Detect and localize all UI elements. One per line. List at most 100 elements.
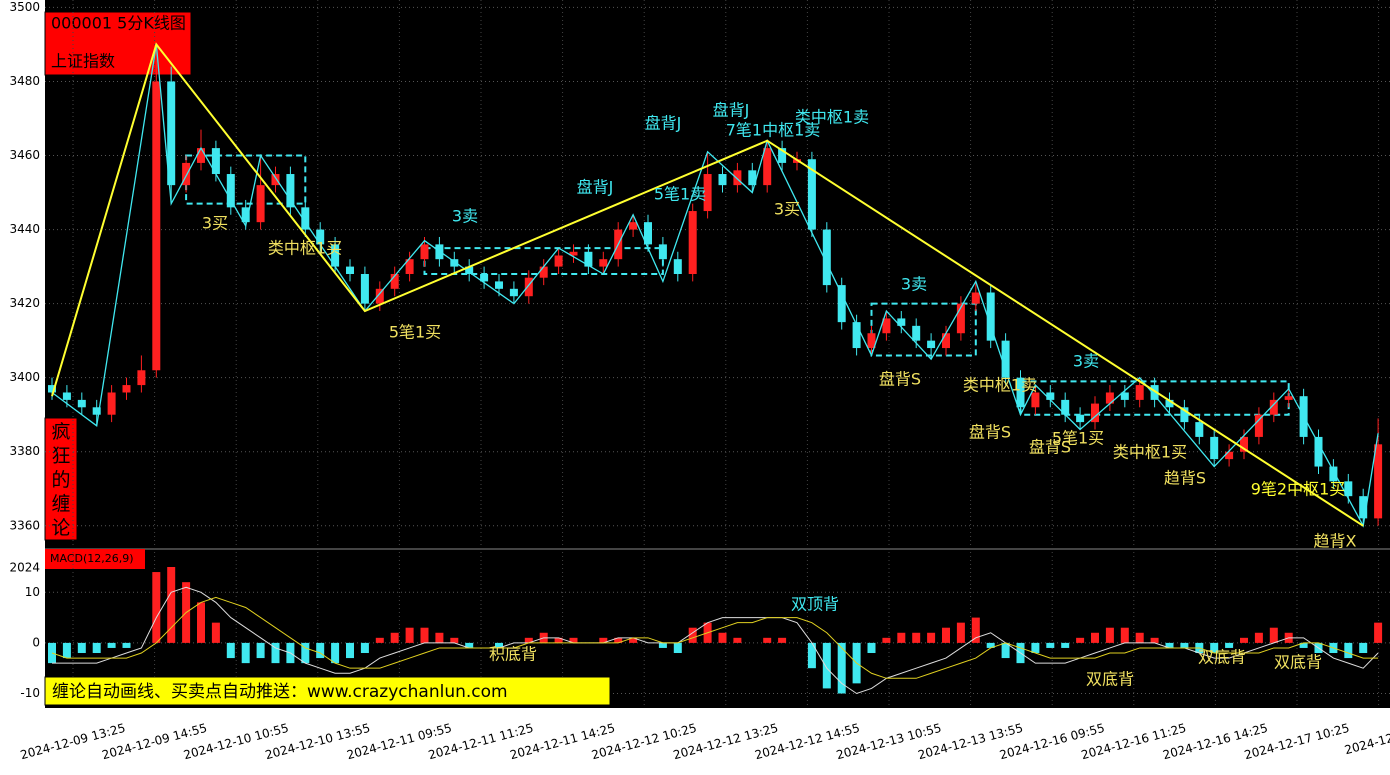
macd-bar [897, 632, 906, 643]
candle-body [360, 274, 369, 304]
macd-bar [1150, 637, 1159, 643]
candle-body [688, 211, 697, 274]
macd-bar [1240, 637, 1248, 643]
candle-body [92, 407, 101, 415]
macd-bar [226, 642, 235, 659]
macd-bar [1046, 642, 1055, 648]
candle-body [465, 266, 474, 274]
candle-body [122, 385, 131, 393]
macd-bar [658, 642, 667, 648]
candle-body [644, 222, 652, 245]
macd-bar [986, 642, 995, 648]
candle-body [301, 207, 310, 230]
candle-body [1359, 496, 1368, 519]
macd-annotation: 双顶背 [791, 595, 839, 614]
candle-body [807, 159, 816, 230]
macd-bar [92, 642, 101, 654]
macd-bar [331, 642, 340, 664]
candle-body [241, 207, 250, 223]
candle-body [1269, 399, 1278, 415]
title-box [44, 11, 192, 76]
macd-bar [688, 627, 697, 643]
candle-body [912, 325, 921, 341]
y-tick-label: -10 [20, 686, 40, 700]
candle-body [420, 244, 429, 260]
macd-bar [405, 627, 414, 643]
y-tick-label: 0 [32, 635, 40, 649]
candle-body [405, 259, 414, 274]
plot-background [45, 0, 1390, 708]
candle-body [182, 162, 191, 186]
candle-body [1016, 377, 1025, 408]
candle-body [226, 174, 235, 208]
macd-bar [942, 627, 950, 643]
macd-bar [629, 637, 638, 643]
candle-body [778, 148, 787, 163]
chart-subtitle: 上证指数 [51, 52, 115, 71]
macd-bar [822, 642, 831, 689]
candle-body [1225, 451, 1234, 460]
macd-bar [420, 627, 429, 643]
candle-body [450, 259, 459, 267]
macd-bar [718, 632, 727, 643]
macd-bar [1344, 642, 1353, 659]
candle-body [539, 266, 548, 278]
y-tick-label: 3400 [9, 370, 40, 384]
candle-body [1254, 414, 1263, 437]
annotation: 5笔1买 [1052, 429, 1104, 448]
candle-body [852, 322, 861, 349]
macd-bar [927, 632, 936, 643]
macd-bar [495, 642, 503, 648]
annotation: 趋背X [1314, 532, 1357, 551]
candle-body [1061, 399, 1070, 415]
candle-body [942, 333, 950, 349]
macd-bar [733, 637, 742, 643]
dif-line [52, 586, 1379, 695]
annotation: 类中枢1买 [1113, 443, 1187, 462]
candle-body [554, 255, 563, 267]
annotation: 盘背J [713, 101, 750, 120]
candle-body [271, 174, 280, 186]
candle-body [390, 274, 399, 289]
candle-body [703, 174, 712, 212]
macd-bar [867, 642, 876, 654]
macd-bar [956, 622, 965, 643]
candle-body [1150, 385, 1159, 400]
candle-body [331, 244, 340, 267]
candle-body [658, 244, 667, 260]
candle-body [1105, 392, 1114, 404]
chart-title: 000001 5分K线图 [51, 14, 186, 33]
macd-annotation: 双底背 [1198, 648, 1246, 667]
candle-body [1165, 399, 1174, 408]
annotation: 3卖 [901, 275, 927, 294]
candle-body [1120, 392, 1129, 400]
annotation: 7笔1中枢1卖 [726, 121, 821, 140]
macd-bar [197, 602, 205, 643]
annotation: 类中枢1卖 [795, 108, 869, 127]
annotation: 盘背J [577, 178, 614, 197]
annotation: 盘背S [969, 423, 1011, 442]
macd-bar [1120, 627, 1129, 643]
macd-annotation: 双底背 [1086, 670, 1134, 689]
macd-bar [882, 637, 891, 643]
macd-bar [301, 642, 310, 664]
y-tick-label: 3360 [9, 518, 40, 532]
zhongshu-box [870, 302, 977, 357]
candle-body [316, 229, 325, 245]
y-tick-label: 3380 [9, 444, 40, 458]
macd-bar [673, 642, 682, 654]
candle-body [167, 81, 176, 186]
candle-body [1329, 466, 1338, 482]
macd-bar [122, 642, 131, 648]
candle-body [495, 281, 503, 289]
macd-bar [77, 642, 86, 654]
macd-bar [1135, 632, 1144, 643]
macd-label-box [45, 549, 145, 569]
y-tick-label: 3460 [9, 148, 40, 162]
candle-body [927, 340, 936, 349]
candle-body [1076, 414, 1085, 423]
candle-body [480, 274, 489, 282]
candle-body [256, 185, 265, 223]
annotation: 类中枢1卖 [963, 376, 1037, 395]
macd-bar [1299, 642, 1308, 648]
